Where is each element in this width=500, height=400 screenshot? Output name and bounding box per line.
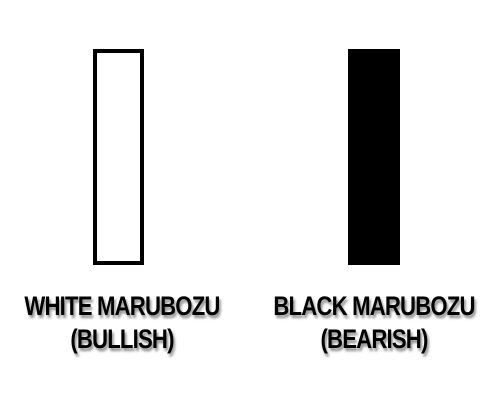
white-marubozu-label: WHITE MARUBOZU (BULLISH) xyxy=(20,290,225,356)
white-marubozu-title: WHITE MARUBOZU xyxy=(24,291,220,321)
black-marubozu-title: BLACK MARUBOZU xyxy=(273,291,475,321)
black-marubozu-subtitle: (BEARISH) xyxy=(320,324,428,354)
white-marubozu-subtitle: (BULLISH) xyxy=(70,324,174,354)
black-marubozu-candle xyxy=(348,49,400,265)
white-marubozu-candle xyxy=(93,49,144,265)
black-marubozu-label: BLACK MARUBOZU (BEARISH) xyxy=(272,290,477,356)
